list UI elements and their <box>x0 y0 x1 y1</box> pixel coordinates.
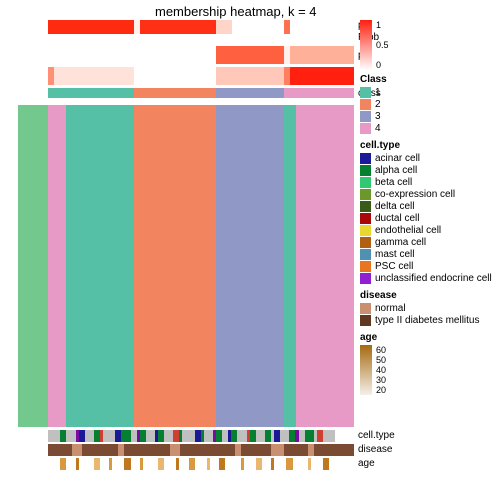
legend-disease-items: normaltype II diabetes mellitus <box>360 303 492 326</box>
prob-gradient-labels: 10.50 <box>376 20 389 70</box>
prob-row-p3 <box>48 67 354 85</box>
prob-row-p1 <box>48 20 354 34</box>
age-track <box>48 458 354 470</box>
bottom-label-celltype: cell.type <box>358 430 395 441</box>
age-gradient-labels: 6050403020 <box>376 345 386 395</box>
legend-age: 6050403020 <box>360 345 492 395</box>
legend-disease-title: disease <box>360 290 492 301</box>
bottom-label-disease: disease <box>358 444 392 455</box>
heatmap-body <box>48 105 354 427</box>
left-annotation-bar <box>18 105 48 427</box>
legend-class-title: Class <box>360 74 492 85</box>
legend-prob: 10.50 <box>360 20 492 70</box>
disease-track <box>48 444 354 456</box>
class-row <box>48 88 354 98</box>
age-gradient <box>360 345 372 395</box>
legend-panel: 10.50 Class 1234 cell.type acinar cellal… <box>360 20 492 399</box>
bottom-label-age: age <box>358 458 375 469</box>
prob-row-p2 <box>48 46 354 64</box>
legend-celltype-title: cell.type <box>360 140 492 151</box>
prob-gradient <box>360 20 372 70</box>
legend-celltype-items: acinar cellalpha cellbeta cellco-express… <box>360 153 492 284</box>
top-annotation-bars <box>48 20 354 101</box>
legend-class-items: 1234 <box>360 87 492 134</box>
chart-title: membership heatmap, k = 4 <box>155 4 317 19</box>
bottom-annotation-tracks <box>48 430 354 472</box>
celltype-track <box>48 430 354 442</box>
heatmap-figure: membership heatmap, k = 4 50 x 1 random … <box>0 0 504 504</box>
legend-age-title: age <box>360 332 492 343</box>
